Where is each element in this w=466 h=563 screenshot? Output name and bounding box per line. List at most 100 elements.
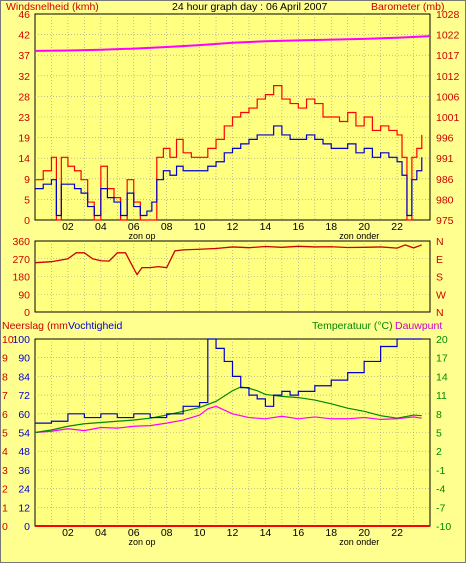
rain-tick-label: 2 — [2, 484, 8, 496]
y-tick-label: 84 — [18, 371, 30, 383]
x-tick-label: 18 — [325, 221, 337, 233]
y-tick-label: 270 — [12, 254, 30, 266]
rain-tick-label: 7 — [2, 390, 8, 402]
dewpoint-axis-label: Dauwpunt — [395, 320, 442, 332]
y-tick-label: 48 — [18, 446, 30, 458]
y-tick-label: 90 — [18, 289, 30, 301]
x-tick-label: 14 — [260, 527, 272, 539]
x-tick-label: 16 — [292, 527, 304, 539]
y-tick-label: 9 — [24, 174, 30, 186]
y-tick-label: 14 — [18, 153, 30, 165]
humidity-line — [35, 338, 422, 424]
y2-tick-label: 1001 — [436, 112, 460, 124]
sunrise-label: zon op — [128, 537, 155, 547]
x-tick-label: 20 — [358, 221, 370, 233]
x-tick-label: 12 — [227, 527, 239, 539]
y2-tick-label: S — [436, 272, 443, 284]
x-tick-label: 10 — [194, 527, 206, 539]
y2-tick-label: -7 — [436, 502, 445, 514]
y-tick-label: 72 — [18, 390, 30, 402]
y2-tick-label: 986 — [436, 174, 454, 186]
y-tick-label: 180 — [12, 272, 30, 284]
y-tick-label: 12 — [18, 502, 30, 514]
y2-tick-label: E — [436, 254, 443, 266]
y-tick-label: 54 — [18, 428, 30, 440]
x-tick-label: 10 — [194, 221, 206, 233]
humidity-axis-label: Vochtigheid — [68, 320, 122, 332]
temperature-axis-label: Temperatuur (°C) — [312, 320, 393, 332]
y-tick-label: 0 — [24, 521, 30, 533]
x-tick-label: 16 — [292, 221, 304, 233]
rain-tick-label: 1 — [2, 502, 8, 514]
rain-tick-label: 8 — [2, 371, 8, 383]
y-tick-label: 46 — [18, 9, 30, 21]
x-tick-label: 06 — [128, 527, 140, 539]
rain-tick-label: 5 — [2, 428, 8, 440]
y2-tick-label: 980 — [436, 194, 454, 206]
x-tick-label: 20 — [358, 527, 370, 539]
direction-panel — [34, 240, 431, 313]
sunset-label: zon onder — [339, 231, 379, 241]
y2-tick-label: N — [436, 307, 444, 319]
y2-tick-label: N — [436, 236, 444, 248]
y-tick-label: 5 — [24, 194, 30, 206]
y-tick-label: 37 — [18, 50, 30, 62]
rain-tick-label: 0 — [2, 521, 8, 533]
y-tick-label: 90 — [18, 353, 30, 365]
y2-tick-label: 975 — [436, 215, 454, 227]
rain-axis-label: Neerslag (mm — [2, 320, 68, 332]
y2-tick-label: 20 — [436, 334, 448, 346]
y2-tick-label: 1022 — [436, 30, 460, 42]
y-tick-label: 28 — [18, 91, 30, 103]
y-tick-label: 36 — [18, 465, 30, 477]
y-tick-label: 60 — [18, 409, 30, 421]
y2-tick-label: 996 — [436, 133, 454, 145]
y2-tick-label: 17 — [436, 353, 448, 365]
wind-axis-label: Windsnelheid (kmh) — [6, 1, 99, 13]
barometer-line — [34, 35, 431, 52]
y-tick-label: 42 — [18, 30, 30, 42]
rain-tick-label: 6 — [2, 409, 8, 421]
y2-tick-label: -1 — [436, 465, 445, 477]
y2-tick-label: 11 — [436, 390, 447, 402]
y2-tick-label: 1012 — [436, 71, 460, 83]
y-tick-label: 360 — [12, 236, 30, 248]
y2-tick-label: 991 — [436, 153, 454, 165]
x-tick-label: 08 — [161, 527, 173, 539]
rain-tick-label: 10 — [2, 334, 14, 346]
y-tick-label: 0 — [24, 215, 30, 227]
y2-tick-label: 5 — [436, 428, 442, 440]
rain-tick-label: 4 — [2, 446, 8, 458]
y-tick-label: 100 — [12, 334, 30, 346]
y2-tick-label: -10 — [436, 521, 451, 533]
sunset-label: zon onder — [339, 537, 379, 547]
y-tick-label: 19 — [18, 133, 30, 145]
y2-tick-label: 14 — [436, 371, 448, 383]
rain-tick-label: 3 — [2, 465, 8, 477]
y2-tick-label: 1006 — [436, 91, 460, 103]
y2-tick-label: 2 — [436, 446, 442, 458]
page-title: 24 hour graph day : 06 April 2007 — [172, 1, 327, 13]
wind-speed-line — [35, 125, 423, 217]
x-tick-label: 18 — [325, 527, 337, 539]
y-tick-label: 24 — [18, 484, 30, 496]
rain-tick-label: 9 — [2, 353, 8, 365]
y-tick-label: 32 — [18, 71, 30, 83]
x-tick-label: 22 — [391, 221, 403, 233]
x-tick-label: 06 — [128, 221, 140, 233]
x-tick-label: 04 — [95, 527, 107, 539]
x-tick-label: 02 — [62, 527, 74, 539]
y2-tick-label: -4 — [436, 484, 445, 496]
y2-tick-label: W — [436, 289, 446, 301]
y2-tick-label: 1017 — [436, 50, 460, 62]
y-tick-label: 23 — [18, 112, 30, 124]
x-tick-label: 22 — [391, 527, 403, 539]
y2-tick-label: 1028 — [436, 9, 460, 21]
y2-tick-label: 8 — [436, 409, 442, 421]
x-tick-label: 12 — [227, 221, 239, 233]
sunrise-label: zon op — [128, 231, 155, 241]
x-tick-label: 02 — [62, 221, 74, 233]
y-tick-label: 0 — [24, 307, 30, 319]
x-tick-label: 04 — [95, 221, 107, 233]
